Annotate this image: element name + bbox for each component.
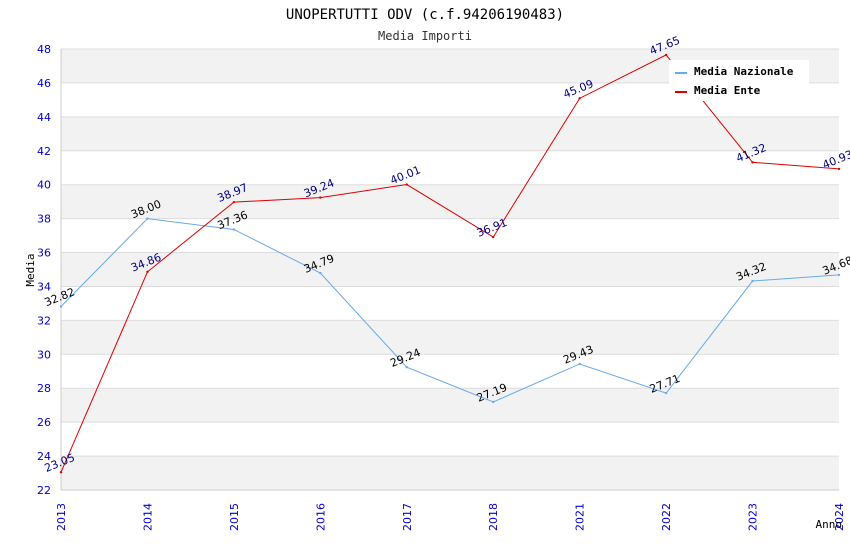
x-tick-label: 2016 [314,503,327,531]
data-point-media-nazionale [405,365,408,369]
x-tick-label: 2014 [141,503,154,531]
data-point-media-ente [232,200,236,204]
grid-band [61,456,839,490]
y-tick-label: 38 [37,213,51,226]
data-point-media-ente [837,167,841,171]
data-point-media-nazionale [664,391,668,395]
data-point-media-nazionale [146,217,149,220]
data-point-media-nazionale [837,273,841,277]
data-point-media-nazionale [751,279,754,283]
series-line-media-nazionale [60,218,840,403]
data-point-media-ente [751,161,754,164]
y-tick-label: 34 [37,280,51,293]
x-axis-label: Anno [816,518,843,531]
y-tick-label: 42 [37,145,51,158]
y-tick-label: 22 [37,484,51,497]
chart-title: UNOPERTUTTI ODV (c.f.94206190483) [286,7,564,23]
grid-band [61,116,839,151]
legend-label-media-nazionale: Media Nazionale [694,65,794,78]
x-tick-label: 2024 [833,503,846,531]
data-point-media-ente [664,53,668,57]
data-point-media-nazionale [319,271,322,275]
legend-label-media-ente: Media Ente [694,84,761,97]
y-tick-label: 32 [37,314,51,327]
x-tick-label: 2013 [55,503,68,531]
y-tick-labels: 22 24 26 28 30 32 34 36 38 40 42 44 46 48 [37,43,51,497]
grid-band [61,252,839,287]
x-tick-label: 2015 [228,503,241,531]
y-tick-label: 46 [37,77,51,90]
data-point-media-nazionale [492,400,495,404]
series-line-media-ente [60,54,840,473]
y-axis-label: Media [24,253,37,286]
y-tick-label: 24 [37,450,51,463]
x-tick-label: 2018 [487,503,500,531]
y-tick-label: 40 [37,179,51,192]
x-tick-label: 2017 [401,503,414,531]
y-tick-label: 48 [37,43,51,56]
x-tick-label: 2023 [747,503,760,531]
legend-box [669,60,809,101]
legend: Media Nazionale Media Ente [669,60,809,101]
x-tick-label: 2021 [574,503,587,531]
data-point-media-ente [492,235,495,239]
y-tick-label: 28 [37,382,51,395]
y-tick-label: 36 [37,247,51,260]
data-point-media-ente [578,97,581,100]
y-tick-label: 44 [37,111,51,124]
data-point-media-nazionale [578,362,581,366]
x-tick-labels: 2013 2014 2015 2016 2017 2018 2021 2022 2023 2024 [55,503,846,531]
grid-band [61,388,839,423]
data-point-media-ente [405,183,408,186]
y-tick-label: 26 [37,416,51,429]
grid-bands [61,49,839,490]
data-point-media-ente [59,470,63,474]
grid-band [61,184,839,219]
chart-subtitle: Media Importi [378,29,472,43]
data-point-media-nazionale [232,228,236,231]
data-point-media-ente [319,196,322,199]
grid-band [61,320,839,355]
data-point-media-nazionale [59,305,63,308]
data-point-media-ente [146,270,149,274]
y-tick-label: 30 [37,348,51,361]
x-tick-label: 2022 [660,503,673,531]
